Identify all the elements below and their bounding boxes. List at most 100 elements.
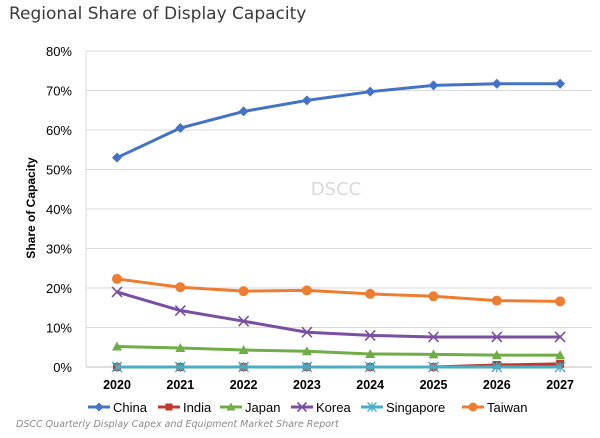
y-tick-labels: 0% 10% 20% 30% 40% 50% 60% 70% 80%: [46, 44, 72, 375]
legend-label: Korea: [316, 400, 351, 415]
legend-item-singapore: Singapore: [361, 400, 445, 415]
taiwan-point: [238, 286, 249, 297]
singapore-point: [111, 361, 123, 373]
china-point: [112, 152, 122, 163]
taiwan-point: [555, 296, 566, 307]
japan-point: [491, 350, 502, 360]
japan-point: [555, 350, 566, 360]
legend-marker: [468, 402, 478, 412]
y-tick-label: 50%: [46, 163, 72, 178]
singapore-point: [238, 361, 250, 373]
marker-stroke: [364, 329, 376, 341]
singapore-point: [428, 361, 439, 373]
china-point: [555, 78, 566, 89]
legend-item-china: China: [88, 400, 148, 415]
series-china: [112, 78, 566, 163]
grid: [85, 50, 592, 368]
taiwan-point: [428, 291, 439, 302]
china-point: [175, 123, 186, 134]
japan-line: [115, 344, 562, 357]
taiwan-point: [175, 282, 186, 293]
china-point: [428, 80, 439, 91]
taiwan-point: [365, 288, 376, 299]
japan-point: [175, 343, 186, 353]
korea-point: [491, 331, 503, 343]
legend-marker: [94, 402, 104, 412]
y-tick-label: 70%: [46, 84, 72, 99]
korea-line: [115, 290, 562, 339]
japan-point: [428, 349, 439, 359]
x-tick-label: 2021: [166, 378, 194, 392]
taiwan-point: [112, 273, 122, 284]
korea-point: [554, 331, 566, 343]
legend-item-japan: Japan: [220, 400, 280, 415]
marker-stroke: [174, 304, 186, 317]
china-point: [365, 86, 376, 97]
legend: China India Japan Korea Singapore Taiwan: [88, 400, 527, 415]
marker-stroke: [491, 331, 503, 343]
x-tick-label: 2026: [483, 378, 511, 392]
legend-item-korea: Korea: [291, 400, 351, 415]
x-tick-label: 2020: [103, 378, 131, 392]
singapore-point: [301, 361, 313, 373]
marker-stroke: [296, 401, 308, 413]
singapore-point: [364, 361, 376, 373]
chart-title: Regional Share of Display Capacity: [9, 4, 307, 24]
y-axis-label: Share of Capacity: [24, 157, 38, 259]
legend-item-india: India: [158, 400, 212, 415]
singapore-point: [554, 361, 566, 373]
korea-point: [427, 331, 440, 343]
japan-point: [301, 346, 312, 356]
japan-point: [238, 345, 249, 355]
legend-label: Taiwan: [487, 400, 527, 415]
japan-point: [112, 341, 122, 351]
x-tick-label: 2024: [356, 378, 384, 392]
marker-stroke: [554, 331, 566, 343]
korea-point: [238, 315, 250, 327]
x-tick-labels: 2020 2021 2022 2023 2024 2025 2026 2027: [103, 378, 574, 392]
korea-point: [301, 326, 313, 338]
x-tick-label: 2027: [546, 378, 574, 392]
taiwan-point: [301, 285, 312, 296]
korea-point: [364, 329, 376, 341]
japan-point: [365, 348, 376, 358]
legend-label: Singapore: [386, 400, 445, 415]
legend-marker: [296, 401, 308, 413]
legend-marker: [165, 403, 173, 411]
taiwan-line: [115, 277, 562, 303]
china-point: [301, 95, 312, 106]
marker-stroke: [238, 315, 250, 327]
x-tick-label: 2023: [293, 378, 321, 392]
singapore-point: [491, 361, 503, 373]
marker-stroke: [111, 286, 123, 298]
watermark: DSCC: [311, 179, 361, 200]
series-korea: [111, 286, 566, 343]
legend-label: India: [183, 400, 212, 415]
china-point: [238, 106, 249, 117]
x-tick-label: 2022: [230, 378, 258, 392]
y-tick-label: 40%: [46, 202, 72, 217]
x-tick-label: 2025: [420, 378, 448, 392]
china-point: [491, 78, 502, 89]
marker-stroke: [427, 331, 440, 343]
y-tick-label: 30%: [46, 242, 72, 257]
marker-stroke: [301, 326, 313, 338]
legend-label: Japan: [245, 400, 280, 415]
china-line: [115, 82, 562, 160]
source-note: DSCC Quarterly Display Capex and Equipme…: [16, 419, 339, 430]
legend-label: China: [113, 400, 148, 415]
korea-point: [174, 304, 186, 317]
y-tick-label: 80%: [46, 44, 72, 59]
series-singapore: [111, 361, 566, 373]
korea-point: [111, 286, 123, 298]
legend-item-taiwan: Taiwan: [462, 400, 527, 415]
legend-marker: [367, 402, 377, 412]
series-japan: [112, 341, 566, 360]
taiwan-point: [491, 295, 502, 306]
y-tick-label: 60%: [46, 123, 72, 138]
y-tick-label: 10%: [46, 321, 72, 336]
y-tick-label: 20%: [46, 281, 72, 296]
series-group: [111, 78, 566, 373]
legend-marker: [226, 402, 236, 411]
